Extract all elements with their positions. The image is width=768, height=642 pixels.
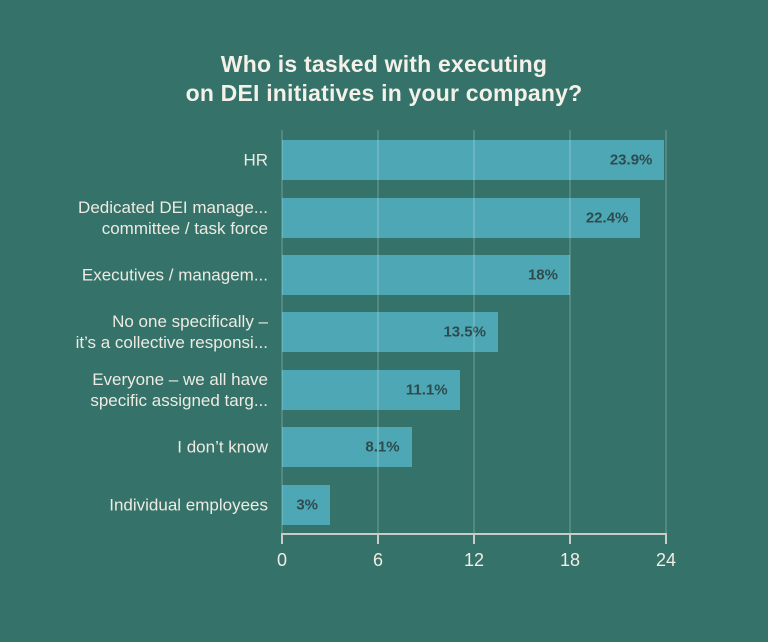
bar-value-label: 8.1% [365, 438, 400, 456]
bar-value-label: 18% [527, 266, 558, 284]
category-label: No one specifically – it’s a collective r… [0, 311, 268, 353]
x-axis-tick [473, 533, 475, 544]
category-label: I don’t know [0, 437, 268, 458]
bar-value-label: 22.4% [585, 209, 629, 227]
category-label: Dedicated DEI manage... committee / task … [0, 197, 268, 239]
bar-row: HR 23.9% [0, 132, 768, 189]
bar: 3% [282, 484, 330, 525]
bar-value-label: 3% [296, 496, 318, 514]
gridline [473, 130, 475, 534]
x-axis-tick-label: 24 [655, 550, 677, 570]
gridline [377, 130, 379, 534]
bar-value-label: 23.9% [609, 151, 653, 169]
category-label-line: specific assigned targ... [90, 390, 268, 410]
category-label: HR [0, 150, 268, 171]
title-line-1: Who is tasked with executing [220, 51, 548, 77]
category-label-line: Executives / managem... [81, 265, 268, 285]
category-label-line: No one specifically – [112, 312, 268, 332]
bar-row: Dedicated DEI manage... committee / task … [0, 189, 768, 246]
gridline [281, 130, 283, 534]
category-label-line: Dedicated DEI manage... [78, 197, 268, 217]
x-axis-tick [281, 533, 283, 544]
x-axis-tick [569, 533, 571, 544]
x-axis-tick [665, 533, 667, 544]
category-label-line: Individual employees [109, 495, 268, 515]
bar-value-label: 11.1% [405, 381, 448, 399]
category-label-line: I don’t know [177, 437, 268, 457]
bar-value-label: 13.5% [443, 323, 486, 341]
bar-row: I don’t know 8.1% [0, 419, 768, 476]
gridline [569, 130, 571, 534]
bar: 13.5% [282, 312, 498, 353]
bar-row: Executives / managem... 18% [0, 246, 768, 303]
chart-title: Who is tasked with executing on DEI init… [0, 50, 768, 108]
x-axis-tick-label: 12 [463, 550, 485, 570]
category-label: Executives / managem... [0, 264, 268, 285]
bar: 23.9% [282, 140, 665, 181]
bar: 18% [282, 254, 570, 295]
x-axis-tick-label: 18 [559, 550, 581, 570]
category-label-line: committee / task force [101, 218, 268, 238]
category-label-line: HR [243, 150, 268, 170]
bar-row: Individual employees 3% [0, 476, 768, 533]
bar: 22.4% [282, 197, 641, 238]
bar: 8.1% [282, 427, 412, 468]
gridline [665, 130, 667, 534]
title-line-2: on DEI initiatives in your company? [185, 80, 583, 106]
x-axis-tick [377, 533, 379, 544]
category-label: Everyone – we all have specific assigned … [0, 369, 268, 411]
bar-row: No one specifically – it’s a collective r… [0, 304, 768, 361]
category-label-line: it’s a collective responsi... [75, 333, 268, 353]
category-label-line: Everyone – we all have [92, 369, 268, 389]
x-axis-tick-label: 0 [276, 550, 287, 570]
x-axis-tick-label: 6 [372, 550, 383, 570]
bar-row: Everyone – we all have specific assigned … [0, 361, 768, 418]
bar: 11.1% [282, 369, 460, 410]
category-label: Individual employees [0, 494, 268, 515]
